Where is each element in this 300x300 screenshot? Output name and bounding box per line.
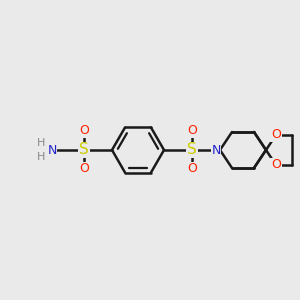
- Text: S: S: [187, 142, 197, 158]
- Text: O: O: [271, 158, 281, 172]
- Text: N: N: [47, 143, 57, 157]
- Text: O: O: [187, 124, 197, 137]
- Text: H: H: [37, 138, 45, 148]
- Text: N: N: [211, 143, 221, 157]
- Text: H: H: [37, 152, 45, 162]
- Text: S: S: [79, 142, 89, 158]
- Text: O: O: [187, 163, 197, 176]
- Text: O: O: [271, 128, 281, 142]
- Text: O: O: [79, 163, 89, 176]
- Text: O: O: [79, 124, 89, 137]
